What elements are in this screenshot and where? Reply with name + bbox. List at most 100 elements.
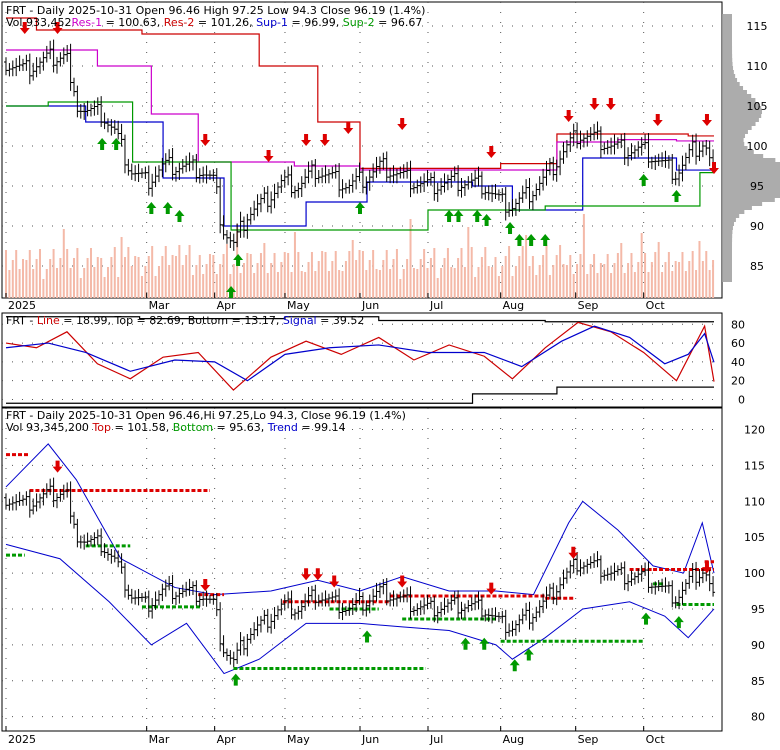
volume-bar — [661, 272, 664, 298]
panel1-title: FRT - Daily 2025-10-31 Open 96.46 High 9… — [6, 4, 425, 17]
legend-segment: = 100.63, — [102, 16, 164, 29]
sell-arrow — [605, 98, 616, 110]
trend-sell-arrow — [568, 546, 579, 559]
volume-bar — [344, 261, 347, 298]
volume-bar — [205, 264, 208, 298]
sell-arrow — [319, 134, 330, 146]
buy-arrow — [505, 222, 516, 234]
volume-bar — [168, 265, 171, 298]
price-x-axis: 2025 Mar Apr May Jun Jul Aug Sep Oct — [5, 293, 665, 312]
volume-bar — [484, 247, 487, 298]
volume-profile-bars — [722, 14, 780, 282]
volume-bar — [351, 240, 354, 298]
volume-bar — [426, 268, 429, 298]
volume-bar — [688, 261, 691, 298]
volume-bar — [487, 266, 490, 298]
trend-date-label: 2025 — [8, 733, 36, 745]
volume-bar — [140, 276, 143, 298]
volume-bar — [453, 268, 456, 298]
volume-bar — [562, 264, 565, 298]
volume-bar — [599, 263, 602, 298]
volume-bar — [123, 257, 126, 298]
trend-tick-label: 100 — [744, 567, 765, 580]
volume-bar — [708, 270, 711, 298]
sell-arrow — [397, 118, 408, 130]
volume-bar — [610, 273, 613, 298]
volume-bar — [691, 251, 694, 298]
legend-segment: Bottom — [173, 421, 213, 434]
trend-x-axis: 2025 Mar Apr May Jun Jul Aug Sep Oct — [5, 726, 665, 746]
trend-panel-lines — [5, 443, 715, 675]
volume-bar — [698, 241, 701, 298]
trend-date-label: Mar — [149, 733, 170, 745]
volume-bar — [259, 253, 262, 298]
volume-bar — [630, 253, 633, 298]
volume-bar — [385, 250, 388, 298]
volume-bar — [276, 272, 279, 298]
volume-bar — [314, 271, 317, 298]
volume-bar — [208, 254, 211, 298]
date-tick-label: Aug — [503, 299, 524, 312]
volume-bar — [712, 260, 715, 298]
volume-bar — [674, 261, 677, 298]
volume-bar — [310, 252, 313, 298]
price-tick-label: 100 — [747, 140, 768, 153]
legend-segment: = 96.67 — [375, 16, 423, 29]
trend-panel-price — [4, 477, 716, 668]
volume-bar — [616, 253, 619, 298]
oscillator-grid — [2, 323, 722, 400]
volume-bar — [348, 251, 351, 298]
upper-band — [5, 443, 715, 596]
volume-bar — [304, 272, 307, 298]
volume-bar — [195, 265, 198, 298]
volume-bar — [5, 250, 7, 298]
volume-bar — [416, 269, 419, 298]
volume-bar — [419, 259, 422, 298]
volume-bar — [389, 269, 392, 298]
volume-bar — [106, 267, 109, 298]
volume-bar — [355, 260, 358, 298]
volume-bar — [137, 257, 140, 298]
volume-bar — [178, 245, 181, 298]
oscillator-lines — [5, 316, 715, 404]
volume-bar — [552, 265, 555, 298]
volume-bar — [110, 257, 113, 298]
volume-bar — [83, 268, 86, 298]
volume-bar — [433, 248, 436, 298]
volume-bar — [436, 278, 439, 298]
volume-bar — [361, 251, 364, 298]
date-tick-label: May — [287, 299, 310, 312]
volume-bar — [640, 233, 643, 298]
volume-bar — [545, 245, 548, 298]
volume-bar — [253, 273, 256, 298]
volume-bar — [38, 249, 41, 298]
signal-arrows — [19, 22, 719, 298]
volume-bar — [157, 266, 160, 298]
legend-segment: Res-1 — [71, 16, 102, 29]
volume-bar — [446, 248, 449, 298]
buy-arrow — [638, 174, 649, 186]
osc-top-line — [6, 316, 714, 323]
volume-bar — [429, 258, 432, 298]
volume-bar — [508, 246, 511, 298]
volume-bar — [582, 214, 585, 298]
panel2-legend: FRT - Line = 18.99, Top = 82.69, Bottom … — [6, 314, 364, 327]
volume-bar — [443, 258, 446, 298]
volume-bar — [657, 242, 660, 298]
volume-bar — [399, 279, 402, 298]
volume-bar — [528, 266, 531, 298]
legend-segment: Top — [114, 314, 134, 327]
volume-bar — [497, 276, 500, 298]
volume-bar — [45, 269, 48, 298]
volume-bar — [701, 261, 704, 298]
trend-tick-label: 120 — [744, 424, 765, 437]
volume-bar — [89, 248, 92, 298]
legend-segment: Sup-2 — [343, 16, 375, 29]
buy-arrow — [671, 190, 682, 202]
volume-bar — [650, 262, 653, 298]
volume-bar — [120, 237, 123, 298]
volume-bar — [681, 252, 684, 298]
volume-bar — [463, 267, 466, 298]
volume-bar — [130, 266, 133, 298]
volume-bar — [69, 268, 72, 298]
